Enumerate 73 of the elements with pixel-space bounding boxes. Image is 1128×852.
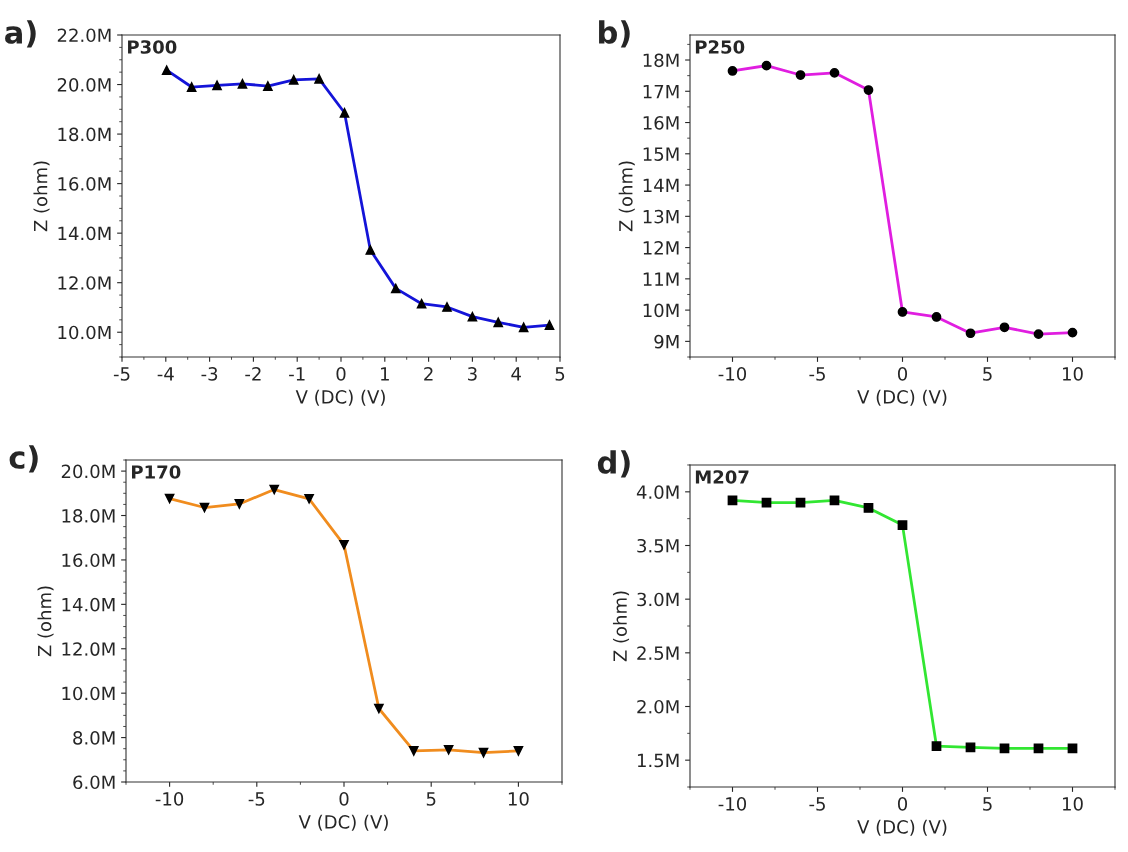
- y-tick-label: 18.0M: [58, 127, 111, 142]
- y-tick-label: 20.0M: [57, 78, 111, 92]
- y-tick-label: 12M: [643, 241, 679, 255]
- x-tick-label: 1: [381, 367, 389, 381]
- x-tick-label: -10: [718, 797, 747, 811]
- annotation: M207: [695, 470, 749, 484]
- y-tick-label: 1.5M: [637, 753, 679, 768]
- y-tick-label: 13M: [643, 209, 679, 224]
- x-tick-label: 3: [468, 367, 477, 381]
- y-tick-label: 18M: [643, 53, 679, 68]
- y-tick-label: 16.0M: [58, 177, 111, 191]
- x-tick-label: 4: [511, 367, 521, 381]
- y-tick-label: 9M: [654, 334, 679, 349]
- x-tick-label: -3: [201, 367, 218, 381]
- y-tick-label: 16M: [643, 115, 679, 130]
- x-tick-label: 10: [508, 792, 529, 806]
- x-tick-label: -5: [248, 792, 265, 806]
- annotation: P300: [128, 40, 177, 54]
- y-tick-label: 12.0M: [62, 642, 115, 656]
- x-tick-label: 0: [897, 797, 908, 811]
- y-tick-label: 2.0M: [637, 699, 679, 714]
- y-tick-label: 17M: [643, 84, 679, 99]
- y-tick-label: 18.0M: [62, 508, 115, 523]
- chart-title: b): [599, 20, 630, 48]
- x-tick-label: 10: [1063, 367, 1083, 381]
- chart-title: c): [9, 445, 38, 473]
- chart-title: d): [597, 450, 630, 478]
- x-tick-label: -5: [113, 367, 130, 381]
- y-tick-label: 14.0M: [58, 226, 111, 241]
- y-tick-label: 22.0M: [57, 28, 111, 43]
- x-tick-label: 5: [983, 797, 992, 811]
- y-tick-label: 20.0M: [61, 464, 115, 479]
- annotation: P170: [132, 465, 181, 479]
- y-tick-label: 2.5M: [637, 646, 679, 660]
- x-tick-label: -10: [718, 367, 747, 381]
- x-tick-label: -5: [809, 367, 825, 381]
- y-tick-label: 10.0M: [62, 686, 115, 701]
- x-tick-label: 0: [339, 792, 349, 806]
- y-axis-title: Z (ohm): [37, 586, 54, 657]
- y-tick-label: 16.0M: [62, 553, 115, 568]
- y-tick-label: 6.0M: [73, 775, 115, 790]
- y-tick-label: 10M: [643, 303, 679, 318]
- y-tick-label: 3.0M: [637, 592, 679, 607]
- y-tick-label: 3.5M: [637, 538, 679, 553]
- x-tick-label: 5: [555, 367, 565, 381]
- y-axis-title: Z (ohm): [33, 161, 50, 232]
- x-axis-title: V (DC) (V): [857, 389, 947, 406]
- x-tick-label: -1: [289, 367, 305, 381]
- y-tick-label: 8.0M: [73, 731, 115, 745]
- x-axis-title: V (DC) (V): [298, 814, 388, 831]
- x-tick-label: -2: [245, 367, 261, 381]
- x-axis-title: V (DC) (V): [295, 389, 385, 406]
- y-axis-title: Z (ohm): [618, 161, 635, 232]
- x-tick-label: 0: [897, 367, 908, 381]
- chart-title: a): [5, 20, 36, 48]
- x-tick-label: 0: [336, 367, 346, 381]
- x-tick-label: -10: [155, 792, 184, 806]
- x-tick-label: 2: [424, 367, 433, 381]
- y-axis-title: Z (ohm): [612, 591, 630, 662]
- x-tick-label: -4: [157, 367, 174, 381]
- y-tick-label: 11M: [643, 272, 679, 286]
- y-tick-label: 14.0M: [62, 597, 115, 612]
- y-tick-label: 10.0M: [58, 325, 111, 340]
- x-tick-label: -5: [809, 797, 825, 811]
- y-tick-label: 4.0M: [636, 485, 679, 499]
- y-tick-label: 14M: [643, 178, 679, 192]
- y-tick-label: 12.0M: [58, 276, 111, 290]
- x-tick-label: 10: [1063, 797, 1083, 811]
- y-tick-label: 15M: [643, 147, 679, 161]
- x-tick-label: 5: [983, 367, 992, 381]
- x-tick-label: 5: [426, 792, 436, 806]
- x-axis-title: V (DC) (V): [857, 819, 947, 836]
- annotation: P250: [695, 40, 745, 54]
